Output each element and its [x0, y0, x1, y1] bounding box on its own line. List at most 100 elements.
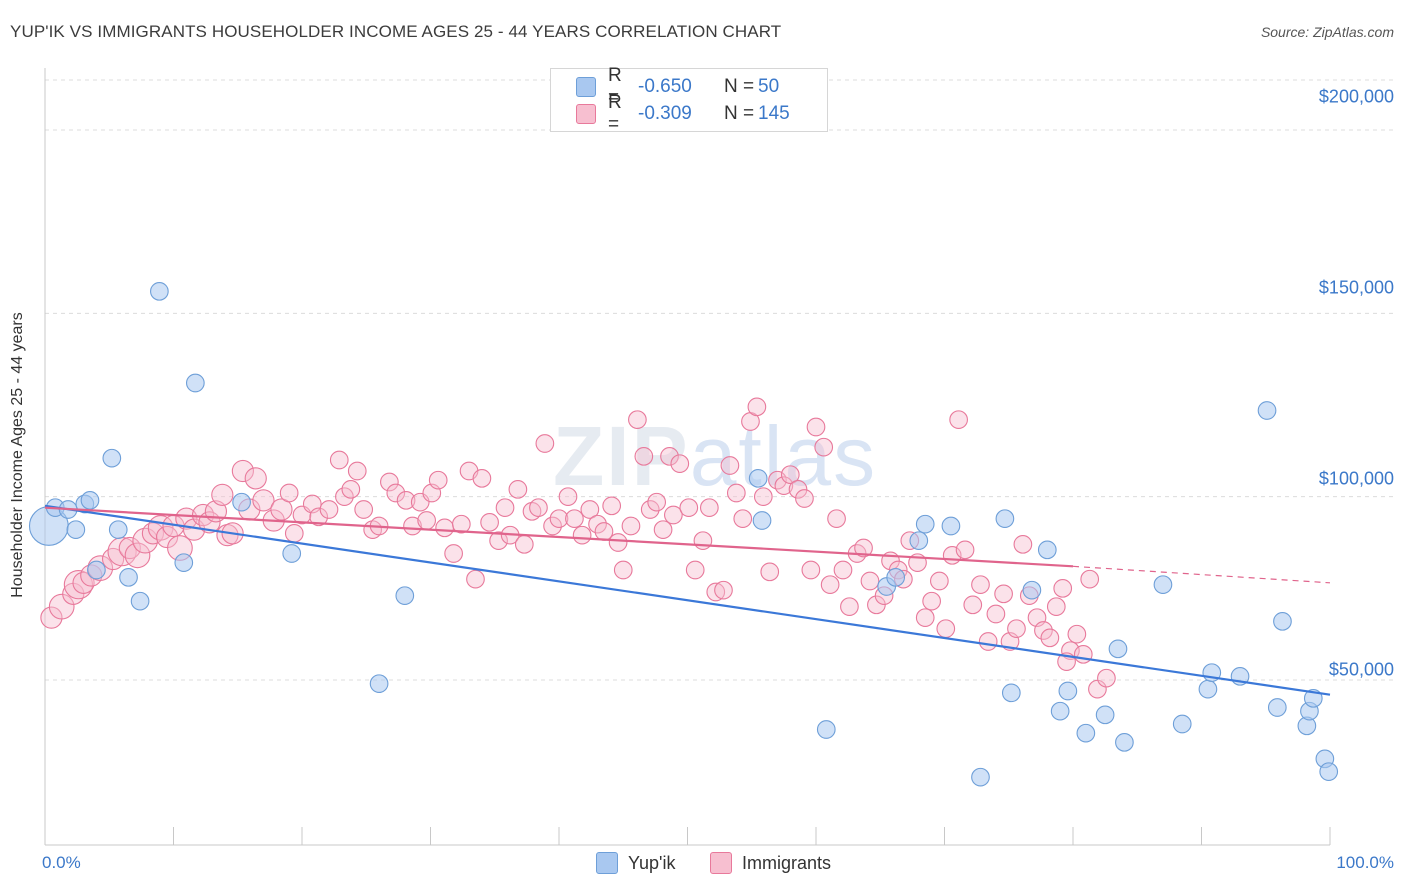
immigrants-point — [664, 505, 683, 525]
yupik-point — [185, 373, 205, 393]
chart-title: YUP'IK VS IMMIGRANTS HOUSEHOLDER INCOME … — [10, 22, 782, 41]
immigrants-point — [670, 454, 690, 474]
legend-swatch-yupik — [576, 77, 596, 97]
immigrants-point — [319, 500, 339, 519]
immigrants-point — [347, 461, 367, 481]
immigrants-point — [634, 446, 654, 466]
immigrants-point — [386, 483, 406, 503]
immigrants-point — [580, 500, 600, 519]
yupik-point — [816, 720, 836, 739]
yupik-point — [1319, 762, 1339, 782]
yupik-point — [369, 674, 389, 694]
legend-n-label: N = — [724, 76, 755, 97]
immigrants-point — [860, 571, 880, 591]
immigrants-point — [679, 498, 699, 518]
immigrants-point — [403, 516, 422, 536]
yupik-points — [28, 281, 1339, 787]
legend-r-yupik: -0.650 — [638, 76, 692, 97]
immigrants-point — [558, 487, 578, 507]
yupik-point — [87, 560, 106, 580]
yupik-point — [1267, 698, 1287, 717]
x-tick-max: 100.0% — [1336, 853, 1394, 872]
immigrants-point — [971, 575, 990, 595]
x-tick-min: 0.0% — [42, 853, 81, 872]
legend-label-immigrants: Immigrants — [742, 852, 832, 873]
immigrants-point — [930, 571, 949, 591]
y-axis-label: Householder Income Ages 25 - 44 years — [9, 312, 26, 598]
immigrants-point — [720, 456, 740, 475]
yupik-point — [752, 511, 772, 530]
immigrants-point — [396, 490, 416, 510]
immigrants-point — [572, 525, 592, 545]
legend-n-immigrants: 145 — [758, 103, 790, 124]
immigrants-point — [814, 437, 834, 457]
y-tick-50000: $50,000 — [1328, 659, 1394, 680]
yupik-point — [80, 490, 100, 510]
immigrants-point — [444, 544, 463, 563]
immigrants-point — [936, 619, 956, 639]
y-tick-150000: $150,000 — [1318, 277, 1394, 298]
yupik-point — [1108, 639, 1128, 659]
immigrants-point — [774, 476, 794, 496]
stats-legend: R = -0.650 N = 50 R = -0.309 N = 145 — [550, 65, 828, 135]
immigrants-point — [1007, 619, 1026, 639]
immigrants-point — [466, 569, 485, 589]
immigrants-point — [428, 470, 448, 490]
y-tick-200000: $200,000 — [1318, 86, 1394, 107]
yupik-point — [748, 468, 768, 488]
immigrants-point — [341, 479, 361, 499]
immigrants-point — [489, 531, 508, 551]
yupik-point — [1076, 723, 1096, 743]
immigrants-point — [252, 489, 275, 512]
immigrants-point — [480, 512, 499, 532]
trendlines — [44, 504, 1331, 696]
immigrants-point — [1013, 534, 1033, 554]
immigrants-point — [124, 542, 151, 569]
legend-item-immigrants[interactable]: Immigrants — [710, 852, 831, 874]
immigrants-point — [40, 606, 63, 629]
legend-swatch-immigrants — [710, 852, 732, 874]
legend-r-immigrants: -0.309 — [638, 103, 692, 124]
immigrants-point — [244, 467, 267, 490]
yupik-point — [1050, 701, 1070, 721]
immigrants-point — [827, 509, 846, 529]
yupik-point — [941, 516, 961, 536]
yupik-point — [66, 520, 86, 540]
immigrants-point — [1053, 578, 1073, 598]
immigrants-point — [508, 479, 528, 499]
yupik-point — [915, 514, 935, 534]
immigrants-point — [613, 560, 633, 580]
yupik-trendline — [44, 504, 1331, 696]
y-tick-100000: $100,000 — [1318, 468, 1394, 489]
immigrants-point — [1034, 621, 1053, 640]
yupik-point — [1001, 683, 1021, 703]
immigrants-point — [1080, 569, 1100, 589]
immigrants-point — [435, 518, 454, 538]
immigrants-point — [535, 434, 555, 453]
yupik-point — [102, 448, 122, 468]
axes — [44, 68, 1331, 846]
immigrants-point — [1046, 597, 1066, 617]
immigrants-point — [1067, 624, 1087, 644]
immigrants-point — [48, 593, 75, 620]
immigrants-point — [354, 500, 374, 519]
immigrants-point — [653, 520, 673, 540]
yupik-point — [1115, 732, 1134, 752]
legend-item-yupik[interactable]: Yup'ik — [596, 852, 675, 874]
immigrants-point — [602, 496, 622, 516]
watermark: ZIPatlas — [553, 408, 877, 505]
yupik-point — [1095, 705, 1115, 725]
immigrants-point — [693, 531, 713, 551]
yupik-point — [108, 520, 128, 540]
immigrants-point — [660, 446, 679, 466]
immigrants-point — [963, 595, 983, 615]
yupik-point — [174, 553, 194, 573]
immigrants-point — [529, 498, 548, 518]
immigrants-point — [279, 483, 299, 503]
immigrants-trendline — [44, 506, 1074, 568]
legend-r-label: R = — [608, 65, 622, 108]
immigrants-point — [588, 514, 607, 534]
immigrants-point — [284, 523, 304, 543]
immigrants-point — [801, 560, 821, 580]
